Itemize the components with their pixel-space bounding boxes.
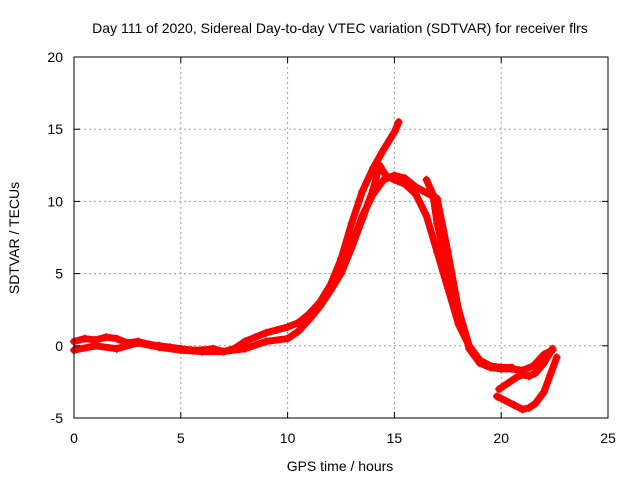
data-point xyxy=(495,385,504,394)
data-point xyxy=(219,347,228,356)
data-point xyxy=(91,341,100,350)
data-point xyxy=(394,117,403,126)
data-point xyxy=(262,337,271,346)
data-point xyxy=(294,318,303,327)
data-point xyxy=(503,379,512,388)
data-point xyxy=(422,211,431,220)
data-point xyxy=(304,315,313,324)
data-point xyxy=(112,334,121,343)
data-point xyxy=(524,403,533,412)
data-point xyxy=(539,388,548,397)
chart-title: Day 111 of 2020, Sidereal Day-to-day VTE… xyxy=(92,20,588,36)
data-point xyxy=(283,334,292,343)
data-point xyxy=(497,364,506,373)
data-point xyxy=(198,347,207,356)
data-point xyxy=(510,401,519,410)
grid-lines xyxy=(74,57,608,418)
x-tick-label: 0 xyxy=(70,430,78,446)
y-tick-label: -5 xyxy=(51,410,64,426)
x-axis-label: GPS time / hours xyxy=(287,458,394,474)
data-point xyxy=(465,341,474,350)
data-point xyxy=(379,175,388,184)
data-point xyxy=(347,240,356,249)
data-point xyxy=(411,190,420,199)
data-point xyxy=(112,344,121,353)
data-point xyxy=(390,128,399,137)
data-point xyxy=(552,353,561,362)
plot-frame xyxy=(73,56,609,419)
y-tick-label: 5 xyxy=(55,266,63,282)
data-point xyxy=(501,396,510,405)
series-track-d xyxy=(422,175,484,368)
data-point xyxy=(445,272,454,281)
data-point xyxy=(390,171,399,180)
data-point xyxy=(375,161,384,170)
data-point xyxy=(240,344,249,353)
data-point xyxy=(548,344,557,353)
y-tick-label: 15 xyxy=(47,121,63,137)
data-point xyxy=(539,359,548,368)
axis-ticks: 0 5 10 15 20 25 -5 0 5 10 15 20 xyxy=(47,49,616,446)
series-band xyxy=(70,118,403,356)
series-track-e xyxy=(492,353,561,414)
data-point xyxy=(80,334,89,343)
data-point xyxy=(358,187,367,196)
data-point xyxy=(531,369,540,378)
x-tick-label: 5 xyxy=(177,430,185,446)
data-point xyxy=(134,338,143,347)
data-point xyxy=(326,286,335,295)
data-point xyxy=(486,363,495,372)
y-tick-label: 10 xyxy=(47,193,63,209)
data-point xyxy=(507,364,516,373)
data-point xyxy=(512,373,521,382)
data-point xyxy=(251,333,260,342)
data-point xyxy=(454,305,463,314)
data-point xyxy=(337,269,345,278)
data-series xyxy=(70,117,561,414)
data-point xyxy=(315,302,324,311)
y-tick-label: 0 xyxy=(55,338,63,354)
y-tick-label: 20 xyxy=(47,49,63,65)
data-point xyxy=(531,399,540,408)
data-point xyxy=(411,182,420,191)
series-band xyxy=(422,176,484,367)
x-tick-label: 15 xyxy=(387,430,403,446)
data-point xyxy=(176,346,185,355)
data-point xyxy=(546,370,555,379)
data-point xyxy=(240,337,249,346)
data-point xyxy=(518,370,527,379)
data-point xyxy=(379,145,388,154)
data-point xyxy=(262,328,271,337)
data-point xyxy=(294,327,303,336)
data-point xyxy=(439,247,448,256)
data-point xyxy=(369,190,378,199)
data-point xyxy=(492,392,501,401)
data-point xyxy=(401,174,410,183)
x-tick-label: 25 xyxy=(600,430,616,446)
data-point xyxy=(529,362,538,371)
data-point xyxy=(422,175,431,184)
data-point xyxy=(524,372,533,381)
x-tick-label: 20 xyxy=(493,430,509,446)
data-point xyxy=(347,219,356,228)
data-point xyxy=(272,325,281,334)
data-point xyxy=(155,343,164,352)
data-point xyxy=(428,190,437,199)
data-point xyxy=(283,323,292,332)
x-tick-label: 10 xyxy=(280,430,296,446)
data-point xyxy=(518,405,527,414)
data-point xyxy=(433,219,442,228)
data-point xyxy=(358,211,367,220)
series-track-f xyxy=(495,344,557,394)
data-point xyxy=(475,359,484,368)
y-axis-label: SDTVAR / TECUs xyxy=(6,182,22,294)
data-point xyxy=(102,333,111,342)
